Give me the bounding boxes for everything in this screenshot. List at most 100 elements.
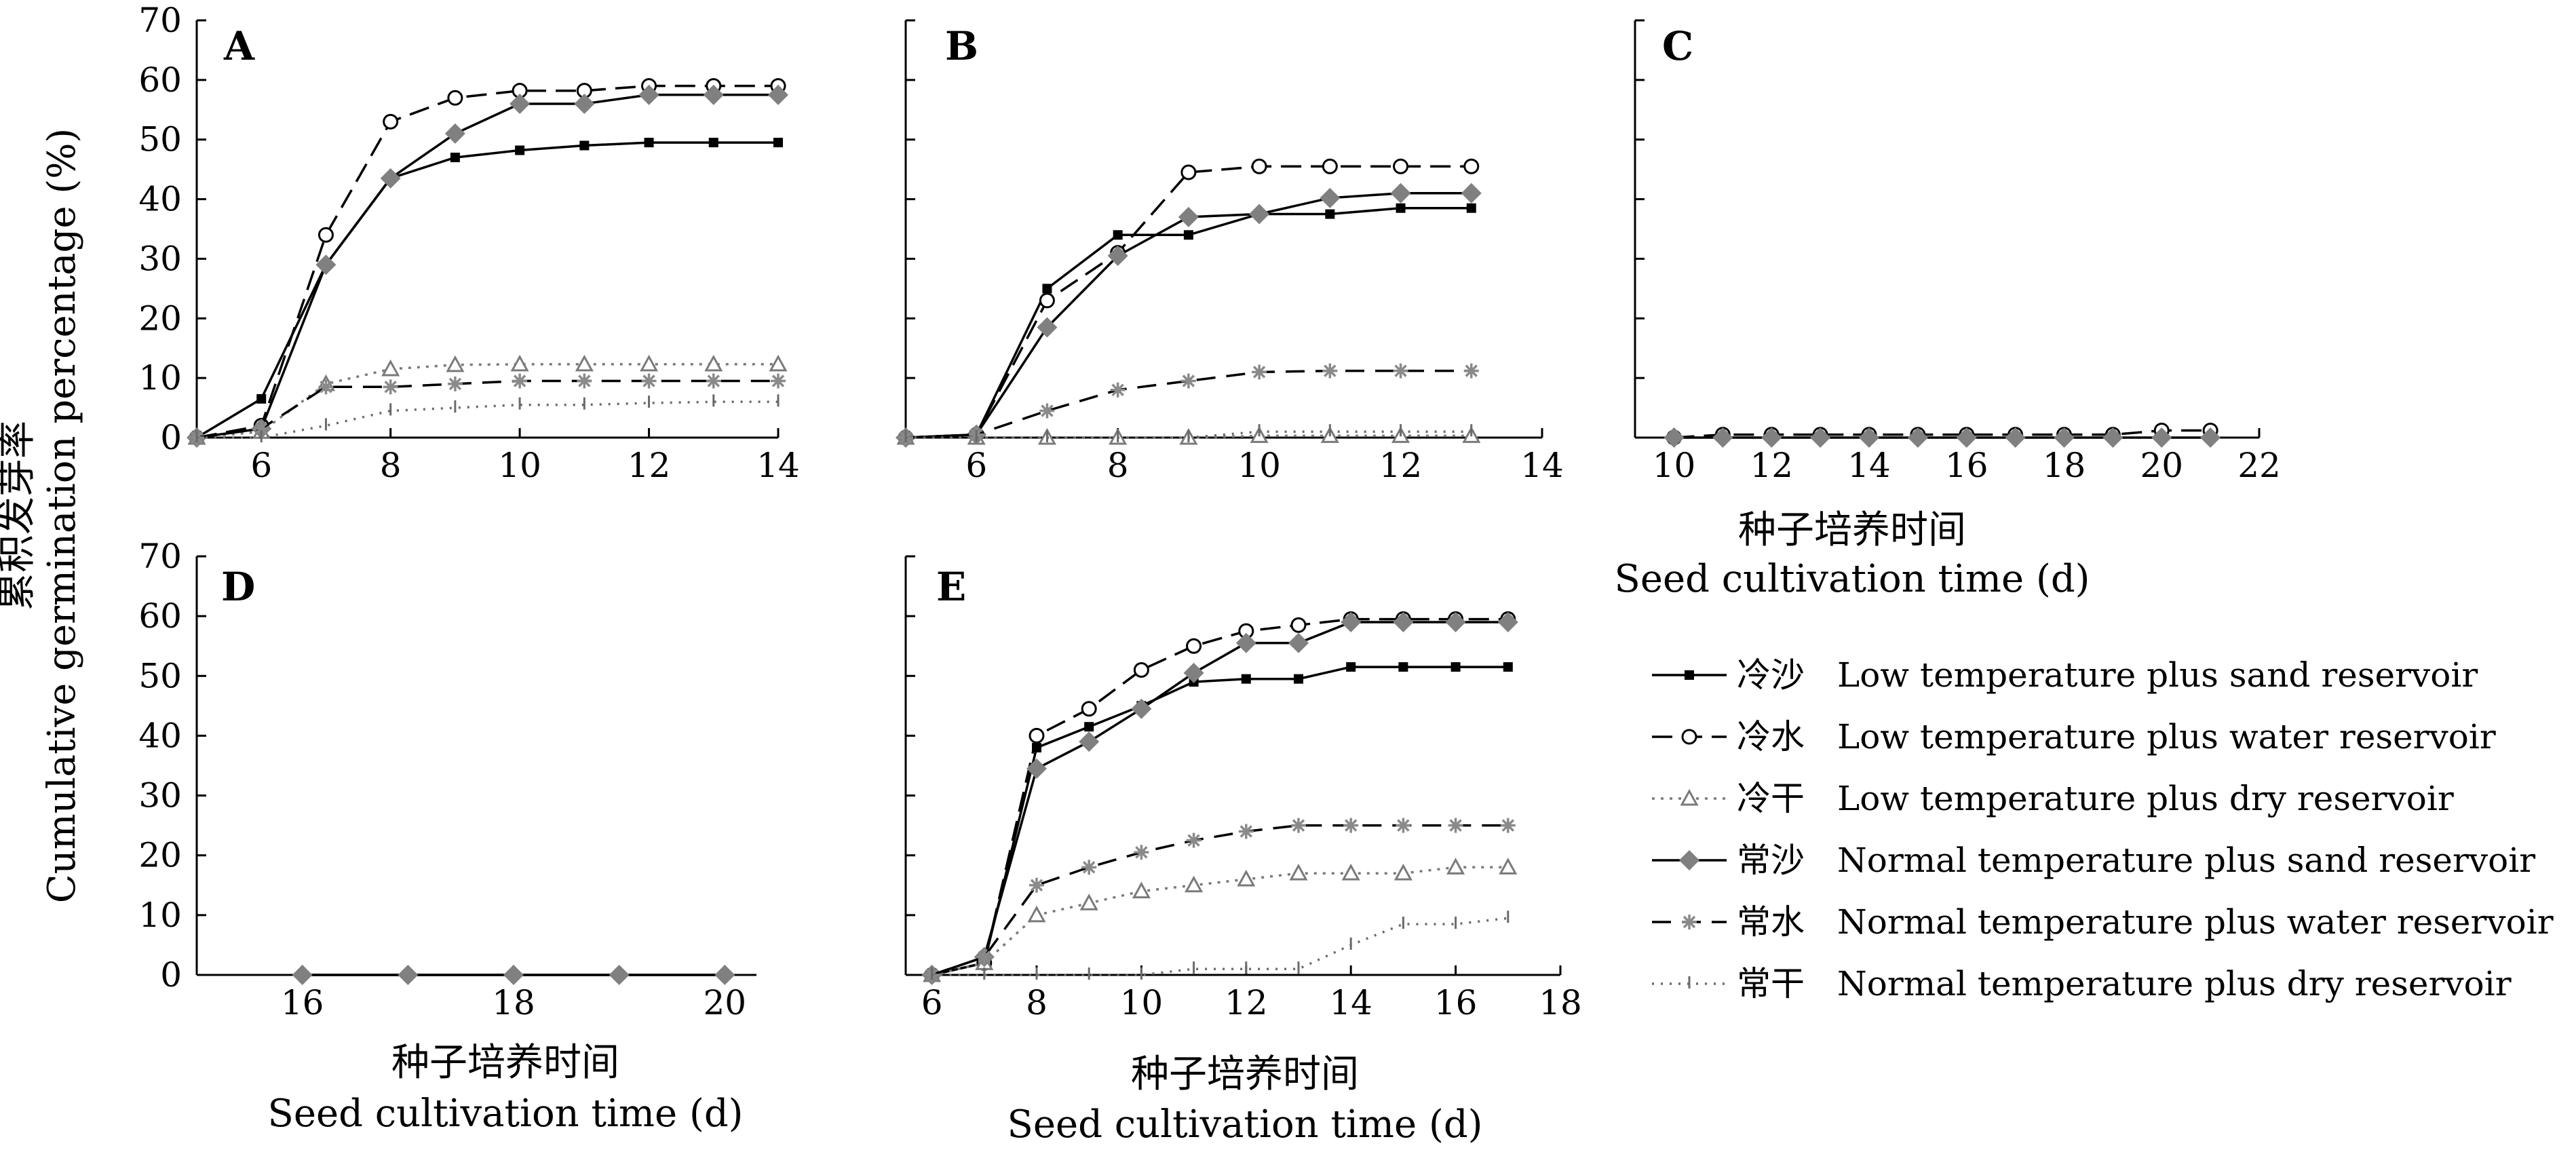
y-tick-label: 20 — [138, 299, 182, 338]
data-point — [1907, 427, 1928, 448]
legend-marker — [1679, 850, 1699, 870]
data-point — [1761, 427, 1782, 448]
data-point — [1081, 860, 1097, 875]
data-point — [1185, 875, 1204, 893]
panel-a: 0 10 20 30 40 50 60 70 6 8 10 12 14 A — [138, 1, 799, 485]
data-point — [1956, 427, 1977, 448]
data-point — [1039, 292, 1055, 309]
x-tick-label: 12 — [628, 446, 671, 485]
data-point — [1343, 818, 1359, 833]
series-line — [197, 400, 778, 439]
legend-item-lw: 冷水 Low temperature plus water reservoir — [1652, 717, 2496, 756]
data-point — [510, 94, 531, 114]
data-point — [708, 138, 718, 148]
data-point — [1079, 731, 1100, 752]
y-axis-title-zh: 累积发芽率 — [0, 421, 39, 611]
x-tick-label: 18 — [2043, 446, 2086, 485]
data-point — [1393, 864, 1412, 881]
legend-label-zh: 冷干 — [1737, 779, 1805, 818]
data-point — [704, 354, 723, 372]
x-tick-label: 10 — [498, 446, 541, 485]
data-point — [292, 965, 313, 985]
x-axis-title-zh-c: 种子培养时间 — [1738, 508, 1966, 552]
x-tick-label: 8 — [380, 446, 402, 485]
panel-letter: D — [221, 564, 255, 610]
x-tick-label: 10 — [1120, 983, 1164, 1022]
legend-marker — [1680, 788, 1699, 806]
data-point — [1027, 905, 1046, 923]
panel-letter: B — [945, 23, 978, 69]
data-point — [1712, 427, 1733, 448]
data-point — [398, 965, 419, 985]
x-tick-label: 6 — [965, 446, 987, 485]
data-point — [1341, 864, 1360, 881]
data-point — [1039, 403, 1055, 419]
legend-label-en: Low temperature plus sand reservoir — [1837, 655, 2478, 695]
data-point — [1178, 206, 1199, 227]
x-axis-title-zh-d: 种子培养时间 — [391, 1041, 619, 1085]
data-point — [1131, 698, 1152, 719]
series-lw — [189, 78, 786, 446]
series-line — [931, 666, 1508, 976]
data-point — [1810, 427, 1831, 448]
x-tick-label: 8 — [1026, 983, 1047, 1022]
data-point — [769, 354, 788, 372]
data-point — [1288, 632, 1309, 653]
legend-label-zh: 常水 — [1737, 902, 1805, 942]
data-point — [2005, 427, 2026, 448]
data-point — [381, 359, 400, 377]
panel-letter: E — [936, 564, 966, 610]
data-point — [515, 145, 525, 155]
data-point — [1241, 674, 1251, 684]
legend-label-en: Normal temperature plus water reservoir — [1837, 902, 2554, 942]
data-point — [2102, 427, 2123, 448]
panel-d: 0 10 20 30 40 50 60 70 16 18 20 D — [138, 537, 756, 1022]
series-ns — [1664, 427, 2221, 448]
series-line — [905, 369, 1472, 439]
x-tick-label: 12 — [1379, 446, 1423, 485]
series-nd — [904, 424, 1473, 442]
x-tick-label: 8 — [1107, 446, 1129, 485]
data-point — [1461, 183, 1482, 204]
data-point — [768, 84, 788, 105]
series-line — [905, 192, 1472, 439]
data-point — [1183, 662, 1204, 683]
data-point — [447, 376, 463, 391]
y-tick-label: 10 — [138, 896, 182, 935]
legend-label-en: Low temperature plus water reservoir — [1837, 717, 2496, 756]
data-point — [2054, 427, 2075, 448]
series-line — [196, 379, 778, 439]
data-point — [1134, 845, 1149, 860]
data-point — [1450, 662, 1461, 672]
x-tick-label: 20 — [703, 983, 746, 1022]
series-nd — [195, 394, 780, 442]
x-tick-label: 18 — [492, 983, 535, 1022]
y-tick-label: 50 — [138, 120, 182, 159]
y-tick-label: 30 — [138, 776, 182, 815]
data-point — [510, 354, 529, 372]
data-point — [579, 140, 590, 151]
data-point — [1503, 662, 1513, 672]
legend-item-nw: 常水 Normal temperature plus water reservoi… — [1652, 902, 2554, 942]
panel-letter: C — [1662, 23, 1693, 69]
data-point — [318, 379, 334, 395]
legend-item-ns: 常沙 Normal temperature plus sand reservoir — [1652, 841, 2535, 880]
data-point — [1341, 611, 1362, 632]
legend-item-nd: 常干 Normal temperature plus dry reservoir — [1652, 964, 2512, 1003]
series-ns — [896, 183, 1482, 448]
legend-marker — [1685, 670, 1694, 680]
data-point — [2151, 427, 2172, 448]
data-point — [1107, 246, 1128, 267]
data-point — [1497, 611, 1518, 632]
data-point — [1132, 881, 1151, 899]
series-ns — [292, 965, 735, 985]
data-point — [1110, 382, 1126, 398]
legend-label-zh: 常干 — [1737, 964, 1805, 1003]
data-point — [1499, 858, 1518, 875]
data-point — [644, 138, 654, 148]
data-point — [714, 965, 735, 985]
panel-letter: A — [223, 23, 255, 69]
data-point — [1186, 832, 1202, 848]
data-point — [1042, 284, 1052, 294]
